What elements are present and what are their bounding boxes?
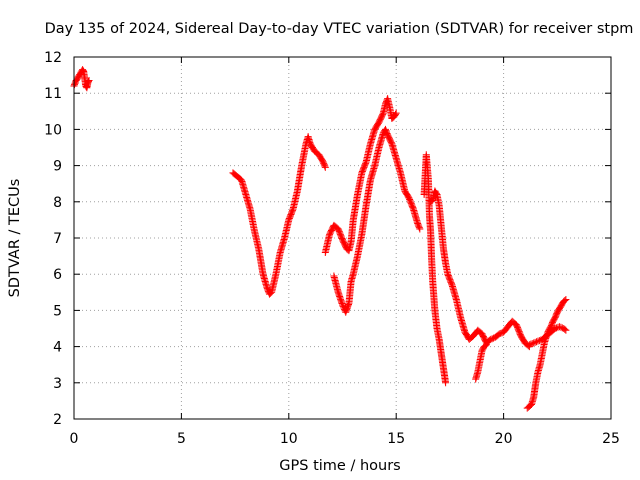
y-tick-label: 7: [53, 231, 62, 247]
data-point-marker: [530, 339, 538, 347]
series-seg7: [472, 341, 490, 383]
series-seg3: [321, 95, 400, 256]
data-point-marker: [415, 224, 423, 232]
y-tick-label: 11: [44, 86, 62, 102]
data-point-marker: [487, 335, 495, 343]
y-tick-label: 9: [53, 159, 62, 175]
y-tick-label: 6: [53, 267, 62, 283]
data-point-marker: [531, 338, 539, 346]
y-tick-labels: 2 3 4 5 6 7 8 9 10 11 12: [44, 50, 62, 428]
x-tick-label: 5: [177, 431, 186, 447]
data-point-marker: [488, 335, 496, 343]
data-points: [70, 66, 570, 412]
y-tick-label: 10: [44, 122, 62, 138]
data-point-marker: [527, 340, 535, 348]
data-point-marker: [85, 77, 93, 85]
data-point-marker: [339, 301, 346, 309]
y-tick-label: 2: [53, 412, 62, 428]
series-seg5: [420, 151, 450, 387]
data-point-marker: [533, 338, 541, 346]
data-point-marker: [321, 162, 329, 170]
data-point-marker: [84, 78, 92, 86]
x-tick-labels: 0 5 10 15 20 25: [70, 431, 620, 447]
y-tick-label: 4: [53, 340, 62, 356]
series-seg1: [70, 66, 93, 92]
x-tick-label: 15: [387, 431, 405, 447]
chart-title: Day 135 of 2024, Sidereal Day-to-day VTE…: [45, 21, 634, 37]
data-point-marker: [551, 325, 559, 332]
plot-frame: [73, 56, 612, 420]
data-point-marker: [557, 323, 565, 331]
y-tick-label: 8: [53, 195, 62, 211]
data-point-marker: [339, 302, 347, 310]
data-point-marker: [562, 296, 570, 304]
series-seg2: [229, 133, 329, 298]
x-axis-title: GPS time / hours: [279, 458, 400, 474]
data-point-marker: [416, 225, 424, 233]
series-seg4: [330, 125, 424, 316]
data-point-marker: [84, 77, 92, 85]
data-point-marker: [555, 323, 563, 331]
y-tick-label: 3: [53, 376, 62, 392]
data-point-marker: [391, 110, 399, 118]
x-tick-label: 10: [280, 431, 298, 447]
data-point-marker: [289, 206, 297, 214]
data-point-marker: [534, 337, 542, 345]
series-seg6: [427, 187, 533, 351]
x-tick-label: 20: [495, 431, 513, 447]
y-tick-label: 12: [44, 50, 62, 66]
data-point-marker: [562, 326, 570, 334]
data-point-marker: [561, 325, 569, 333]
data-point-marker: [481, 342, 489, 350]
x-tick-label: 25: [602, 431, 620, 447]
data-point-marker: [561, 296, 569, 304]
data-point-marker: [482, 341, 490, 349]
data-point-marker: [442, 379, 450, 387]
data-point-marker: [79, 66, 87, 74]
series-seg8: [523, 296, 570, 412]
data-point-marker: [321, 163, 329, 171]
data-point-marker: [528, 340, 536, 348]
y-tick-label: 5: [53, 303, 62, 319]
data-point-marker: [392, 109, 400, 117]
data-point-marker: [495, 330, 503, 338]
x-tick-label: 0: [70, 431, 79, 447]
data-point-marker: [535, 337, 543, 345]
data-point-marker: [497, 329, 505, 337]
data-point-marker: [362, 159, 370, 167]
y-axis-title: SDTVAR / TECUs: [7, 179, 23, 298]
data-point-marker: [525, 341, 533, 349]
series-seg9: [525, 323, 570, 349]
